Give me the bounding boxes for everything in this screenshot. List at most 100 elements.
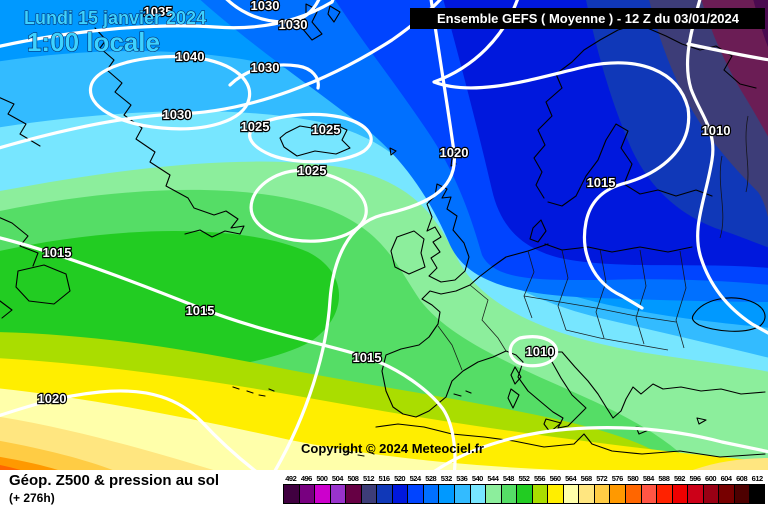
colorbar-swatch	[345, 484, 361, 504]
coast-greenland-nw	[0, 97, 41, 147]
colorbar-swatch	[656, 484, 672, 504]
colorbar-swatch	[625, 484, 641, 504]
colorbar-cell: 576	[609, 474, 626, 504]
colorbar-cell: 592	[671, 474, 688, 504]
isobar-value-label: 1025	[241, 119, 270, 134]
coast-uk	[426, 183, 470, 283]
colorbar-tick-label: 516	[378, 474, 391, 483]
legend-bar: Géop. Z500 & pression au sol (+ 276h) 49…	[0, 470, 768, 512]
country-borders	[437, 115, 749, 371]
colorbar-tick-label: 568	[580, 474, 593, 483]
isobar-labels: 1035 1030 1030 1040 1030 1030 1025 1025 1025 1020…	[36, 0, 731, 407]
colorbar-cell: 556	[531, 474, 548, 504]
coast-black-sea	[691, 297, 766, 332]
isobar-value-label: 1030	[163, 107, 192, 122]
isobar-value-label: 1025	[298, 163, 327, 178]
colorbar-swatch	[749, 484, 765, 504]
coast-ireland	[390, 230, 426, 275]
colorbar-tick-label: 536	[456, 474, 468, 483]
colorbar-cell: 532	[438, 474, 455, 504]
colorbar-tick-label: 500	[316, 474, 328, 483]
colorbar-cell: 496	[298, 474, 315, 504]
colorbar-cell: 504	[329, 474, 346, 504]
coast-greenland	[94, 27, 245, 238]
colorbar-swatch	[547, 484, 563, 504]
forecast-hour: (+ 276h)	[9, 491, 55, 505]
colorbar-tick-label: 528	[425, 474, 437, 483]
colorbar-tick-label: 560	[549, 474, 562, 483]
colorbar-cell: 512	[360, 474, 377, 504]
isobar-value-label: 1025	[312, 122, 341, 137]
colorbar-cell: 492	[283, 474, 299, 504]
colorbar-tick-label: 508	[347, 474, 359, 483]
colorbar-tick-label: 556	[534, 474, 546, 483]
colorbar-swatch	[593, 484, 610, 504]
colorbar-swatch	[516, 484, 532, 504]
colorbar-tick-label: 544	[487, 474, 499, 483]
colorbar-tick-label: 576	[611, 474, 624, 483]
colorbar-swatch	[391, 484, 408, 504]
coast-iceland	[279, 123, 351, 157]
colorbar-swatch	[640, 484, 657, 504]
isobar-value-label: 1035	[144, 4, 173, 19]
colorbar-cell: 508	[345, 474, 361, 504]
isobar-1010-topright	[686, 42, 768, 62]
colorbar-swatch	[500, 484, 517, 504]
colorbar-tick-label: 532	[440, 474, 453, 483]
colorbar-tick-label: 612	[751, 474, 764, 483]
colorbar-cell: 612	[749, 474, 765, 504]
colorbar-tick-label: 492	[285, 474, 297, 483]
colorbar-swatch	[407, 484, 423, 504]
coast-norway	[533, 23, 757, 199]
isobar-value-label: 1020	[440, 145, 469, 160]
coast-newfoundland	[0, 264, 71, 319]
isobar-1030-top	[225, 0, 321, 24]
coast-north-africa	[375, 423, 766, 458]
colorbar-tick-label: 552	[518, 474, 530, 483]
colorbar-swatch	[733, 484, 750, 504]
colorbar-swatch	[718, 484, 734, 504]
colorbar-cell: 572	[593, 474, 610, 504]
colorbar-cell: 500	[314, 474, 330, 504]
colorbar-cell: 580	[625, 474, 641, 504]
colorbar-swatch	[438, 484, 455, 504]
isobar-1010-italy-loop	[508, 335, 559, 368]
colorbar-cell: 596	[687, 474, 703, 504]
colorbar-swatch	[376, 484, 392, 504]
z500-color-scale: 492 496 500 504 508 512 516 520 524 528 532 536 540 5…	[283, 474, 765, 504]
isobar-value-label: 1040	[176, 49, 205, 64]
isobar-1015-scandinavia	[432, 0, 691, 310]
coastlines	[0, 3, 766, 458]
isobar-value-label: 1015	[587, 175, 616, 190]
isobar-value-label: 1010	[526, 344, 555, 359]
isobar-1040-loop	[88, 54, 252, 131]
colorbar-swatch	[687, 484, 703, 504]
colorbar-cell: 564	[562, 474, 579, 504]
colorbar-tick-label: 580	[627, 474, 639, 483]
isobar-value-label: 1010	[702, 123, 731, 138]
colorbar-swatch	[360, 484, 377, 504]
isobar-value-label: 1015	[186, 303, 215, 318]
map-title: Géop. Z500 & pression au sol	[9, 472, 220, 489]
colorbar-tick-label: 596	[689, 474, 701, 483]
colorbar-cell: 524	[407, 474, 423, 504]
colorbar-swatch	[329, 484, 346, 504]
colorbar-swatch	[314, 484, 330, 504]
colorbar-swatch	[422, 484, 439, 504]
colorbar-cell: 608	[733, 474, 750, 504]
z500-pressure-map: 1035 1030 1030 1040 1030 1030 1025 1025 1025 1020…	[0, 0, 768, 470]
colorbar-swatch	[671, 484, 688, 504]
model-info-text: Ensemble GEFS ( Moyenne ) - 12 Z du 03/0…	[437, 11, 740, 26]
isobar-value-label: 1015	[43, 245, 72, 260]
colorbar-tick-label: 564	[565, 474, 577, 483]
colorbar-tick-label: 496	[300, 474, 313, 483]
colorbar-tick-label: 604	[720, 474, 733, 483]
isobar-1025-loop	[249, 168, 368, 243]
colorbar-cell: 600	[702, 474, 719, 504]
colorbar-swatch	[578, 484, 594, 504]
isobar-value-label: 1030	[279, 17, 308, 32]
colorbar-tick-label: 524	[409, 474, 422, 483]
colorbar-tick-label: 548	[502, 474, 515, 483]
colorbar-cell: 588	[656, 474, 672, 504]
